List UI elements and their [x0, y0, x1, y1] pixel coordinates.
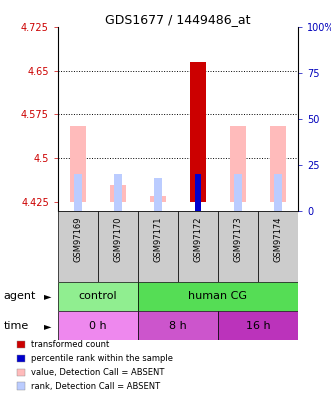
Title: GDS1677 / 1449486_at: GDS1677 / 1449486_at — [105, 13, 251, 26]
Text: human CG: human CG — [188, 292, 247, 301]
Text: ►: ► — [44, 292, 51, 301]
Bar — [195, 174, 201, 211]
Bar — [138, 211, 178, 282]
Bar — [258, 211, 298, 282]
Text: value, Detection Call = ABSENT: value, Detection Call = ABSENT — [31, 368, 165, 377]
Bar — [58, 311, 138, 340]
Text: GSM97171: GSM97171 — [153, 217, 163, 262]
Bar — [234, 174, 242, 211]
Bar — [190, 62, 206, 202]
Text: ►: ► — [44, 321, 51, 330]
Bar — [150, 196, 166, 202]
Text: GSM97172: GSM97172 — [193, 217, 203, 262]
Bar — [58, 282, 138, 311]
Text: rank, Detection Call = ABSENT: rank, Detection Call = ABSENT — [31, 382, 161, 390]
Bar — [98, 211, 138, 282]
Text: transformed count: transformed count — [31, 340, 110, 349]
Bar — [138, 282, 298, 311]
Bar — [58, 211, 98, 282]
Text: agent: agent — [3, 292, 36, 301]
Text: percentile rank within the sample: percentile rank within the sample — [31, 354, 173, 363]
Bar — [154, 178, 162, 211]
Bar — [70, 126, 86, 202]
Text: 0 h: 0 h — [89, 321, 107, 330]
Text: time: time — [3, 321, 28, 330]
Bar — [274, 174, 282, 211]
Text: GSM97173: GSM97173 — [233, 217, 242, 262]
Text: 16 h: 16 h — [246, 321, 270, 330]
Bar — [230, 126, 246, 202]
Bar — [178, 211, 218, 282]
Bar — [110, 185, 126, 202]
Bar — [218, 211, 258, 282]
Bar — [138, 311, 218, 340]
Text: GSM97169: GSM97169 — [73, 217, 82, 262]
Text: 8 h: 8 h — [169, 321, 187, 330]
Bar — [114, 174, 122, 211]
Text: control: control — [78, 292, 117, 301]
Text: GSM97174: GSM97174 — [273, 217, 282, 262]
Bar — [270, 126, 286, 202]
Text: GSM97170: GSM97170 — [114, 217, 122, 262]
Bar — [218, 311, 298, 340]
Bar — [74, 174, 82, 211]
Bar — [190, 62, 206, 202]
